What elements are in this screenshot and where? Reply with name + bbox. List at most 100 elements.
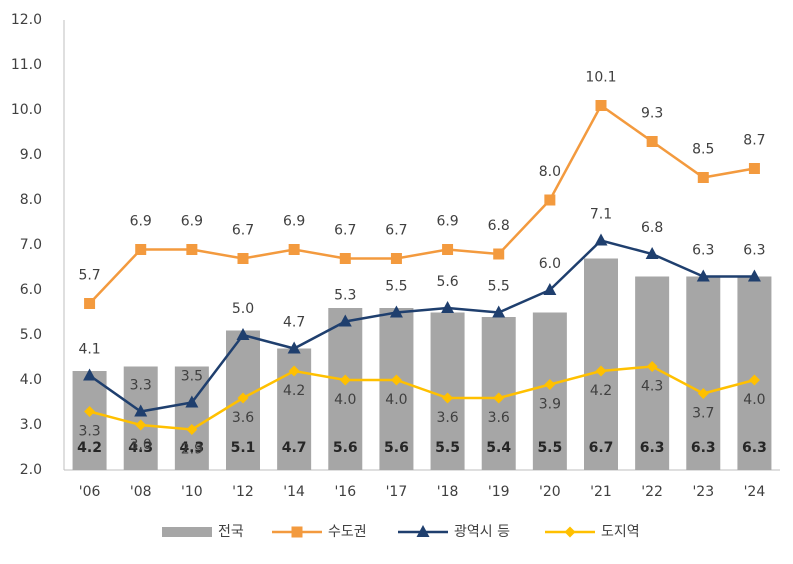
bar [379,308,414,470]
bar-value-label: 4.2 [77,440,102,456]
series-line [88,239,755,413]
data-label: 5.0 [232,301,254,317]
bar-value-label: 5.4 [486,440,511,456]
x-tick-label: '19 [488,484,510,500]
x-tick-label: '06 [79,484,101,500]
series-marker [595,100,607,111]
series-marker [83,368,97,381]
series-marker [390,253,402,264]
x-tick-label: '14 [283,484,305,500]
data-label: 3.7 [692,406,714,422]
data-label: 6.3 [692,243,714,259]
series-marker [186,244,198,255]
y-tick-label: 2.0 [20,462,42,478]
legend-marker [564,526,576,538]
data-label: 3.9 [539,397,561,413]
series-marker [390,374,402,386]
bar-value-label: 4.3 [179,440,204,456]
data-label: 5.6 [436,274,458,290]
data-label: 6.8 [641,220,663,236]
data-label: 4.7 [283,315,305,331]
bar-value-label: 4.7 [282,440,307,456]
data-label: 4.2 [590,383,612,399]
bar-value-label: 6.3 [691,440,716,456]
series-marker [185,395,199,408]
bar-value-label: 4.3 [128,440,153,456]
data-label: 5.5 [385,279,407,295]
bar-value-label: 5.5 [435,440,460,456]
legend-label: 수도권 [328,524,367,540]
data-label: 2.9 [181,442,203,458]
legend-marker [291,526,303,538]
bar-value-label: 5.6 [333,440,358,456]
series-line [89,365,755,431]
series-marker [84,406,96,417]
y-tick-label: 12.0 [11,12,42,28]
data-label: 6.8 [488,218,510,234]
bar [430,312,465,470]
series-marker [236,328,250,340]
x-tick-label: '21 [590,484,612,500]
series-marker [697,388,709,399]
data-label: 8.7 [743,133,765,149]
y-tick-label: 8.0 [20,192,42,208]
x-tick-label: '16 [334,484,356,500]
series-marker [134,404,148,417]
series-marker [696,269,710,282]
series-marker [697,172,709,183]
bar-value-label: 5.1 [231,440,256,456]
series-marker [594,233,608,246]
series-marker [543,283,557,295]
data-label: 8.5 [692,142,714,158]
data-label: 6.9 [181,214,203,230]
data-label: 4.0 [743,392,765,408]
series-marker [544,379,556,390]
series-marker [287,341,301,354]
series-marker [288,365,300,377]
series-marker [493,248,505,260]
series-marker [646,361,658,372]
bar-value-label: 5.5 [537,440,562,456]
y-tick-label: 9.0 [20,147,42,163]
data-label: 4.2 [283,383,305,399]
bar [123,366,158,470]
y-tick-label: 6.0 [20,282,42,298]
bar-value-label: 5.6 [384,440,409,456]
series-marker [441,301,455,313]
bar-value-label: 6.7 [589,440,614,456]
data-label: 3.5 [181,369,203,385]
series-marker [748,163,760,174]
data-label: 6.3 [743,243,765,259]
data-label: 4.0 [334,392,356,408]
x-tick-label: '08 [130,484,152,500]
series-marker [84,298,96,309]
bar [737,276,772,470]
legend-label: 전국 [218,524,244,540]
bar [686,276,721,470]
series-marker [748,374,760,386]
data-label: 3.6 [436,410,458,426]
x-tick-label: '23 [692,484,714,500]
data-label: 6.7 [334,223,356,239]
data-label: 4.0 [385,392,407,408]
legend-label: 도지역 [601,524,640,540]
series-marker [595,365,607,377]
bar [72,371,107,470]
data-label: 4.1 [78,342,100,358]
series-marker [237,392,249,404]
data-label: 6.7 [385,223,407,239]
data-label: 6.0 [539,256,561,272]
series-marker [493,392,505,404]
data-label: 8.0 [539,164,561,180]
series-marker [747,269,761,282]
series-marker [288,244,300,255]
series-marker [237,253,249,264]
y-tick-label: 11.0 [11,57,42,73]
data-label: 5.3 [334,288,356,304]
data-label: 4.3 [641,379,663,395]
series-marker [544,194,556,206]
data-label: 6.9 [283,214,305,230]
series-marker [339,374,351,386]
legend-label: 광역시 등 [454,524,510,540]
series-marker [492,305,506,318]
